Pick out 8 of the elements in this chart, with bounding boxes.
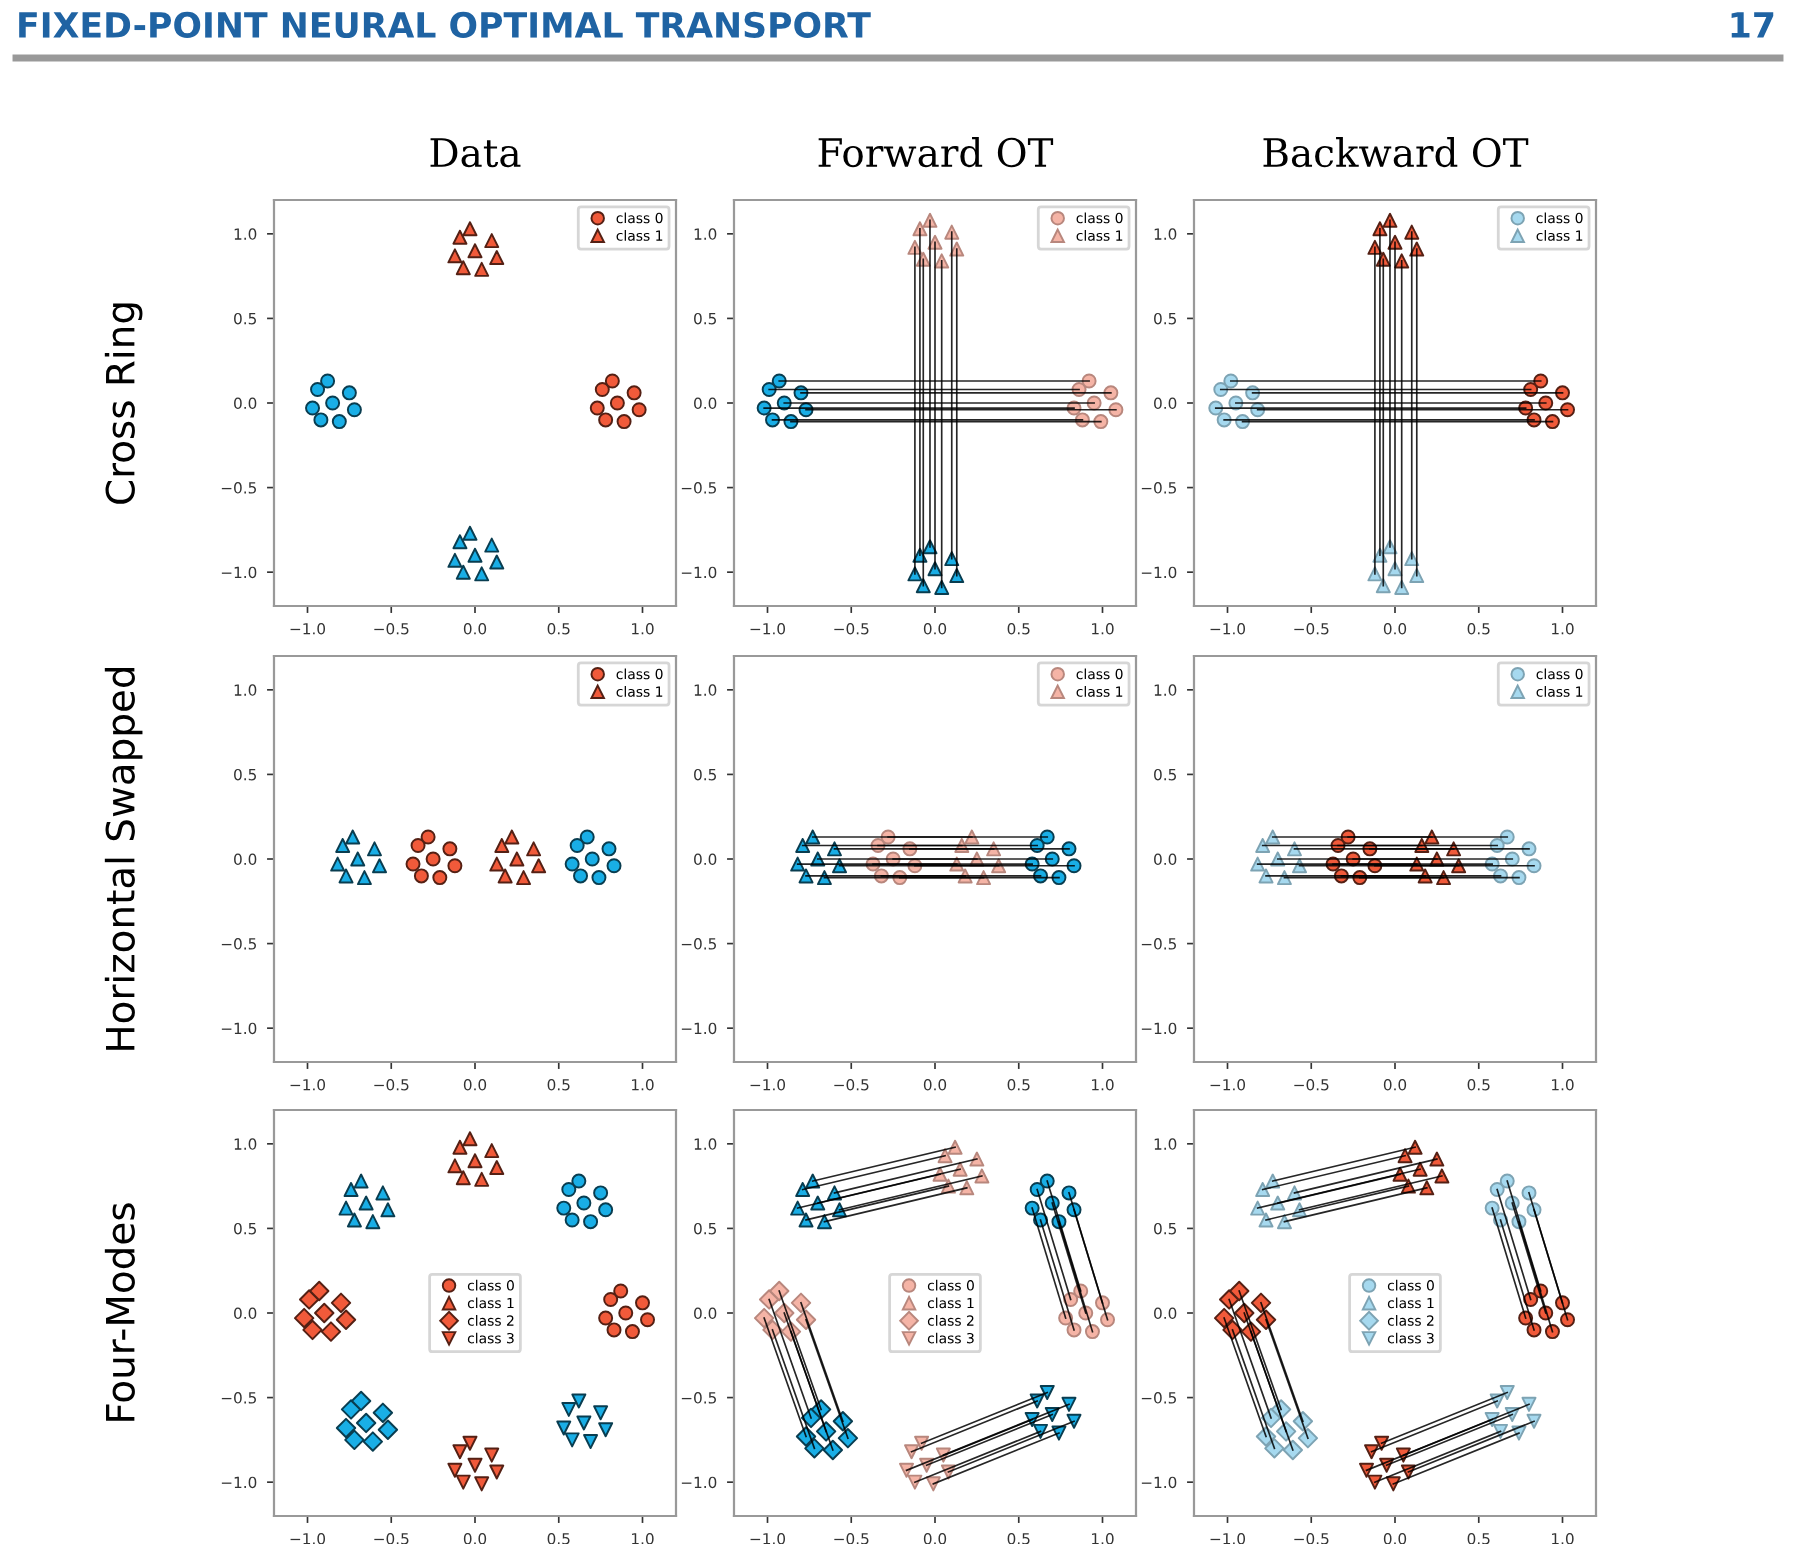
chart-title: Forward OT [818,137,1054,168]
y-axis-title: Horizontal Swapped [104,667,143,1050]
y-axis-title: Four-Modes [104,1203,135,1421]
text: 17 [1731,12,1774,38]
text: FIXED-POINT NEURAL OPTIMAL TRANSPORT [19,11,871,39]
chart-title: Backward OT [1263,137,1529,168]
chart-title: Data [430,138,521,168]
y-axis-title: Cross Ring [104,303,143,504]
